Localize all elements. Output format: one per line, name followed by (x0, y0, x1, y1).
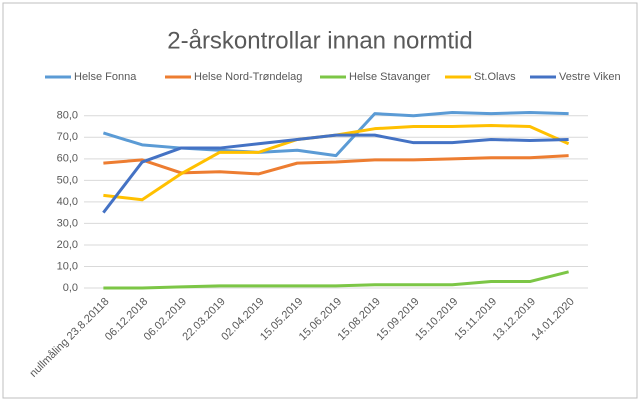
legend-label: Helse Nord-Trøndelag (194, 71, 302, 83)
y-tick-label: 70,0 (57, 131, 78, 143)
chart-title: 2-årskontrollar innan normtid (167, 27, 472, 54)
y-tick-label: 20,0 (57, 239, 78, 251)
y-tick-label: 40,0 (57, 196, 78, 208)
chart-frame (2, 2, 638, 399)
legend-label: St.Olavs (474, 71, 516, 83)
y-tick-label: 30,0 (57, 217, 78, 229)
y-tick-label: 50,0 (57, 174, 78, 186)
y-tick-label: 60,0 (57, 153, 78, 165)
y-tick-label: 10,0 (57, 260, 78, 272)
legend-label: Vestre Viken (559, 71, 621, 83)
y-tick-label: 80,0 (57, 110, 78, 122)
legend-label: Helse Fonna (74, 71, 137, 83)
legend-label: Helse Stavanger (349, 71, 431, 83)
series-line (102, 133, 569, 214)
series-line (103, 270, 569, 290)
y-tick-label: 0,0 (63, 282, 78, 294)
